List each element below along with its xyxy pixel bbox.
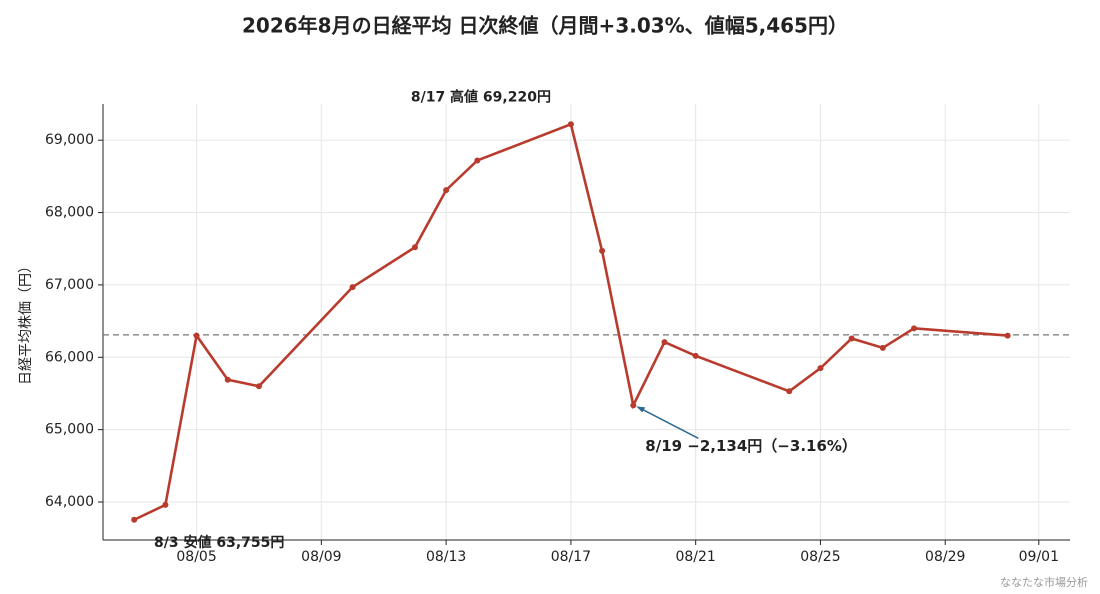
line (133, 122, 1008, 521)
point (193, 332, 200, 339)
annotation-arrowhead (636, 406, 646, 413)
x-tick-label: 08/13 (426, 549, 466, 565)
y-tick-label: 66,000 (45, 349, 94, 365)
point (661, 339, 668, 346)
point (911, 325, 918, 332)
point (848, 335, 855, 342)
y-tick-label: 64,000 (45, 494, 94, 510)
annotation-arrow (637, 406, 699, 439)
point (599, 247, 606, 254)
x-tick-label: 09/01 (1019, 549, 1059, 565)
point (1004, 332, 1011, 339)
point (349, 284, 356, 291)
point (817, 365, 824, 372)
point (255, 383, 262, 390)
point (879, 344, 886, 351)
y-tick-label: 67,000 (45, 277, 94, 293)
x-tick-label: 08/29 (925, 549, 965, 565)
point (411, 244, 418, 251)
annotation: 8/17 高値 69,220円 (411, 88, 551, 105)
point (474, 157, 481, 164)
y-tick-label: 69,000 (45, 132, 94, 148)
x-tick-label: 08/09 (301, 549, 341, 565)
annotation: 8/3 安値 63,755円 (154, 534, 284, 551)
point (692, 352, 699, 359)
chart-title: 2026年8月の日経平均 日次終値（月間+3.03%、値幅5,465円） (242, 14, 848, 38)
y-axis-label: 日経平均株価（円） (18, 259, 34, 385)
x-tick-label: 08/21 (675, 549, 715, 565)
x-tick-label: 08/25 (800, 549, 840, 565)
point (162, 501, 169, 508)
y-tick-label: 68,000 (45, 205, 94, 221)
y-tick-label: 65,000 (45, 422, 94, 438)
source: ななたな市場分析 (1000, 575, 1088, 589)
point (224, 376, 231, 383)
x-tick-label: 08/17 (551, 549, 591, 565)
point (443, 187, 450, 194)
x-tick-label: 08/05 (176, 549, 216, 565)
point (131, 516, 138, 523)
point (567, 121, 574, 128)
point (786, 388, 793, 395)
annotation: 8/19 −2,134円（−3.16%） (645, 437, 857, 455)
point (630, 402, 637, 409)
